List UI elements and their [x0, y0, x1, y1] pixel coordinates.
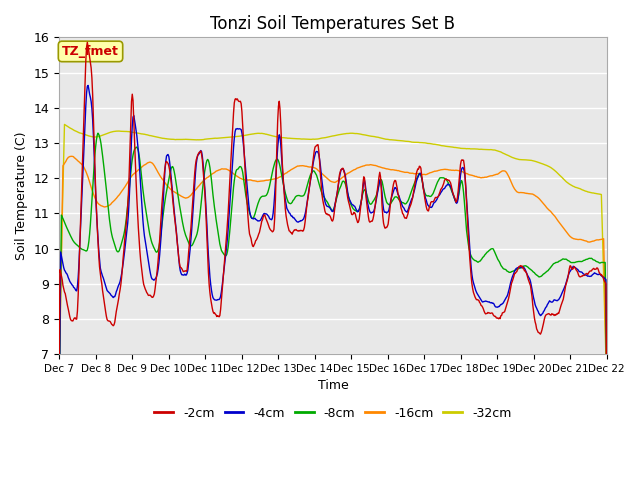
Title: Tonzi Soil Temperatures Set B: Tonzi Soil Temperatures Set B — [211, 15, 456, 33]
X-axis label: Time: Time — [317, 379, 348, 392]
Y-axis label: Soil Temperature (C): Soil Temperature (C) — [15, 132, 28, 260]
Legend: -2cm, -4cm, -8cm, -16cm, -32cm: -2cm, -4cm, -8cm, -16cm, -32cm — [149, 402, 516, 424]
Text: TZ_fmet: TZ_fmet — [62, 43, 119, 58]
